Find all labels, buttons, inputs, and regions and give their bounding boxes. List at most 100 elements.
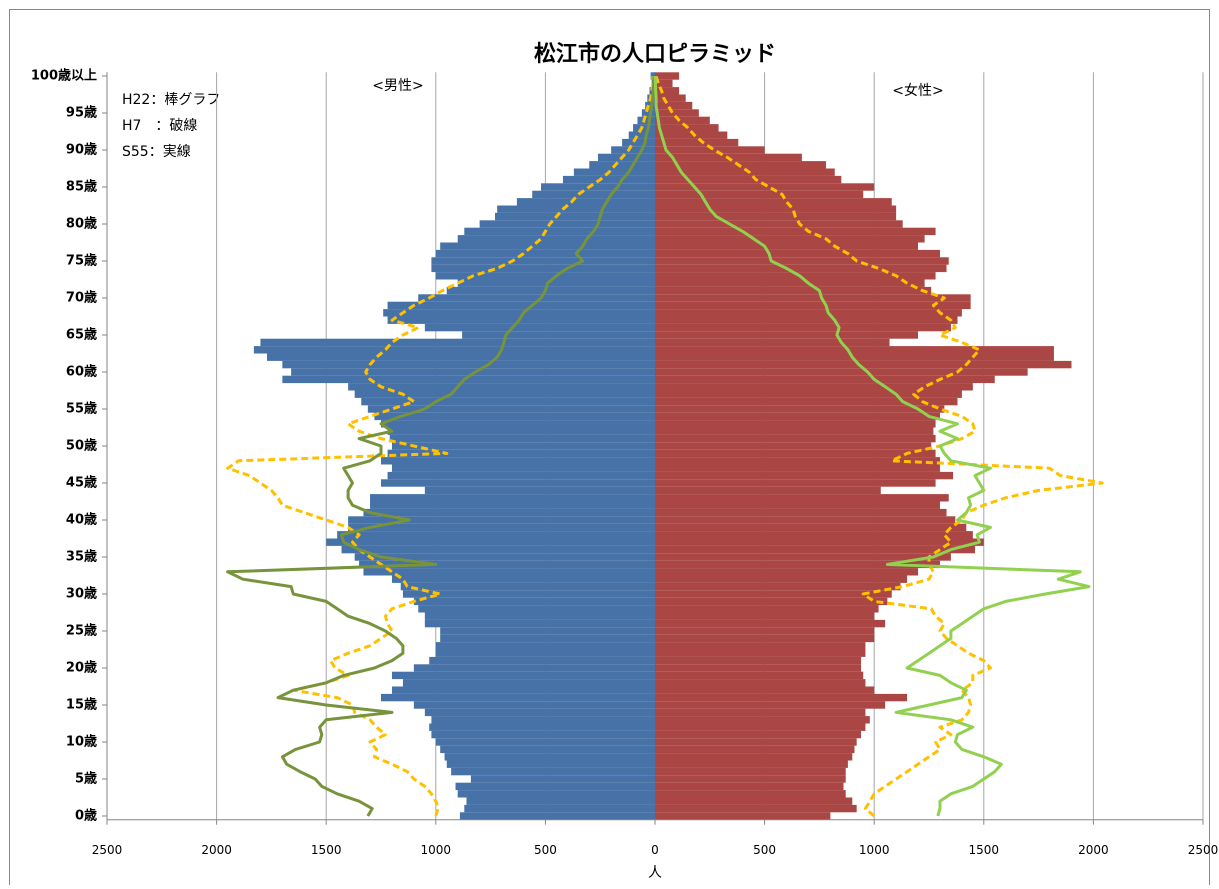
bar xyxy=(446,760,655,768)
bar xyxy=(516,198,655,206)
bar xyxy=(267,353,655,361)
bar xyxy=(655,627,875,635)
bar xyxy=(655,679,866,687)
bar xyxy=(655,79,673,88)
bar xyxy=(457,790,655,798)
bar xyxy=(655,804,857,813)
bar xyxy=(573,168,655,176)
bar xyxy=(655,279,925,287)
bar xyxy=(655,420,936,428)
bar xyxy=(479,220,655,228)
bar xyxy=(387,427,655,435)
bar xyxy=(387,471,655,480)
bar xyxy=(282,375,655,384)
bar xyxy=(655,301,971,310)
x-tick-label: 500 xyxy=(753,843,776,857)
bar xyxy=(655,634,875,643)
bar xyxy=(541,183,655,191)
bar xyxy=(655,560,940,569)
bar xyxy=(655,753,853,761)
bar xyxy=(655,553,951,561)
bar xyxy=(424,486,655,495)
bar xyxy=(387,316,655,324)
side-label: <女性> xyxy=(892,82,943,99)
bar xyxy=(655,486,881,495)
bar xyxy=(440,242,655,250)
bar xyxy=(655,523,967,532)
bar xyxy=(655,797,853,805)
bar xyxy=(431,264,655,273)
bar xyxy=(589,161,655,169)
bar xyxy=(348,523,655,532)
bar xyxy=(413,664,655,672)
bar xyxy=(655,353,1054,361)
bar xyxy=(655,138,739,147)
chart-title: 松江市の人口ピラミッド xyxy=(534,41,776,67)
bar xyxy=(354,390,655,398)
bar xyxy=(655,257,949,265)
bar xyxy=(413,701,655,709)
bar xyxy=(374,412,655,421)
x-tick-label: 2500 xyxy=(92,843,123,857)
bar xyxy=(655,397,958,406)
bar xyxy=(370,494,655,502)
y-tick-label: 70歳 xyxy=(66,290,97,306)
bar xyxy=(424,612,655,620)
bar xyxy=(655,227,936,236)
annotation: S55：実線 xyxy=(122,144,191,160)
bar xyxy=(655,760,848,768)
bar xyxy=(440,634,655,643)
bar xyxy=(655,516,956,524)
bar xyxy=(655,775,846,783)
bar xyxy=(464,804,655,813)
y-tick-label: 20歳 xyxy=(66,660,97,676)
bar xyxy=(424,323,655,332)
bar xyxy=(655,323,951,332)
x-tick-label: 0 xyxy=(651,843,659,857)
bar xyxy=(655,693,908,702)
bar xyxy=(459,812,655,820)
bar xyxy=(383,309,655,317)
bar xyxy=(359,560,655,569)
bar xyxy=(348,383,655,391)
bar xyxy=(655,146,765,154)
bar xyxy=(391,575,655,583)
bar xyxy=(655,501,940,509)
x-tick-label: 2000 xyxy=(201,843,232,857)
bar xyxy=(457,235,655,243)
y-tick-label: 30歳 xyxy=(66,586,97,602)
bar xyxy=(655,745,855,754)
bar xyxy=(655,249,940,258)
bar xyxy=(655,190,864,199)
bar xyxy=(655,264,947,273)
y-tick-label: 85歳 xyxy=(66,179,97,195)
bar xyxy=(457,279,655,287)
bar xyxy=(391,442,655,450)
bar xyxy=(435,272,655,280)
bar xyxy=(655,619,886,628)
x-axis-label: 人 xyxy=(648,865,662,881)
bar xyxy=(655,590,892,598)
bar xyxy=(655,346,1054,354)
bar xyxy=(655,183,875,191)
bar xyxy=(462,331,655,339)
bar xyxy=(348,516,655,524)
bar xyxy=(562,175,655,184)
bar xyxy=(655,87,680,95)
side-label: <男性> xyxy=(372,78,423,94)
bar xyxy=(435,738,655,746)
bar xyxy=(655,508,947,517)
bar xyxy=(655,220,903,228)
y-tick-label: 75歳 xyxy=(66,253,97,269)
y-tick-label: 60歳 xyxy=(66,364,97,380)
y-tick-label: 35歳 xyxy=(66,549,97,565)
bar xyxy=(389,434,655,443)
bar xyxy=(455,782,655,791)
bar xyxy=(370,501,655,509)
bar xyxy=(655,812,831,820)
bar xyxy=(435,649,655,657)
bar xyxy=(655,272,936,280)
bar xyxy=(655,730,862,739)
bar xyxy=(655,101,693,110)
bar xyxy=(655,605,879,613)
